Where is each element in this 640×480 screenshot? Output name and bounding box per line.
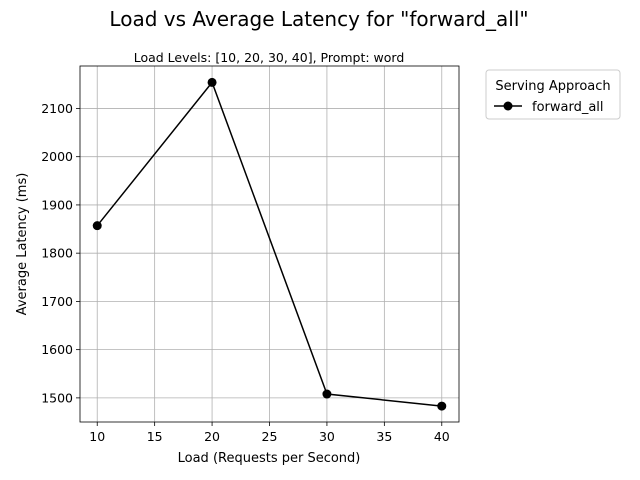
y-tick-label: 1600 — [41, 342, 73, 357]
axis-ticks: 10 15 20 25 30 35 40 1500 1600 1700 1800 1900 2000 21… — [41, 101, 450, 444]
series-line — [96, 80, 442, 407]
legend-title: Serving Approach — [495, 79, 610, 94]
x-tick-label: 25 — [262, 429, 278, 444]
x-tick-label: 40 — [434, 429, 450, 444]
x-tick-label: 35 — [376, 429, 392, 444]
data-point — [92, 221, 102, 231]
plot-area — [79, 65, 460, 423]
series-forward-all — [92, 77, 447, 411]
x-axis-label: Load (Requests per Second) — [178, 451, 361, 466]
y-tick-label: 1900 — [41, 197, 73, 212]
data-point — [437, 401, 447, 411]
legend-entry-forward-all: forward_all — [532, 100, 604, 115]
grid — [80, 66, 459, 422]
data-point — [322, 389, 332, 399]
chart-subtitle: Load Levels: [10, 20, 30, 40], Prompt: w… — [134, 50, 405, 65]
chart-title: Load vs Average Latency for "forward_all… — [109, 7, 528, 31]
y-tick-label: 2000 — [41, 149, 73, 164]
y-axis-label: Average Latency (ms) — [15, 173, 30, 316]
y-tick-label: 1500 — [41, 390, 73, 405]
x-tick-label: 30 — [319, 429, 335, 444]
y-tick-label: 1800 — [41, 246, 73, 261]
y-tick-label: 1700 — [41, 294, 73, 309]
x-tick-label: 10 — [89, 429, 105, 444]
legend: Serving Approach forward_all — [485, 69, 621, 120]
legend-marker-swatch — [503, 101, 513, 111]
data-point — [207, 77, 217, 87]
y-tick-label: 2100 — [41, 101, 73, 116]
x-tick-label: 15 — [147, 429, 163, 444]
x-tick-label: 20 — [204, 429, 220, 444]
